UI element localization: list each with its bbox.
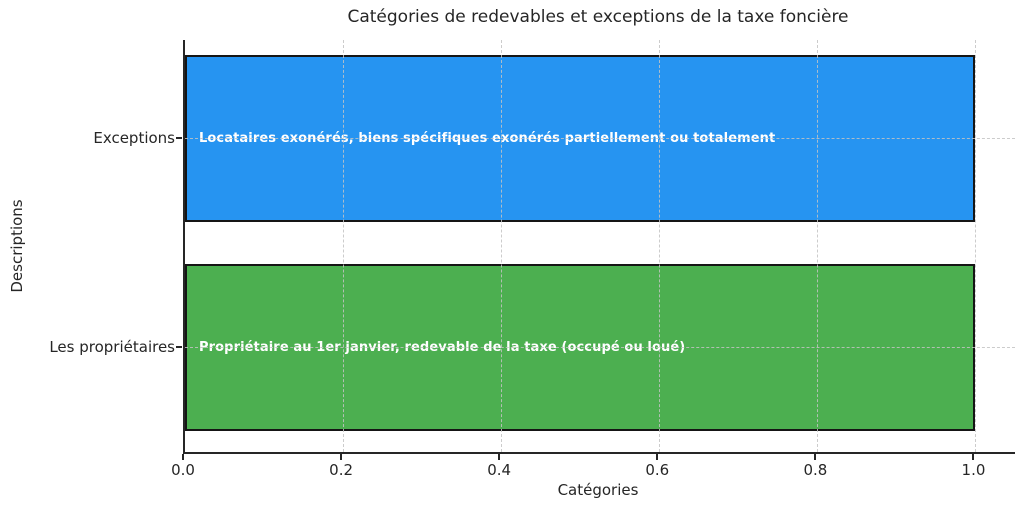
bar-1: Locataires exonérés, biens spécifiques e… — [185, 54, 976, 222]
x-tick-label: 0.4 — [487, 461, 512, 479]
h-gridline — [185, 138, 1015, 140]
v-gridline — [343, 40, 345, 452]
x-tick — [498, 454, 501, 460]
y-tick-label: Exceptions — [93, 129, 175, 148]
x-tick — [972, 454, 975, 460]
x-tick-label: 0.8 — [803, 461, 828, 479]
h-gridline — [185, 347, 1015, 349]
plot-area: Locataires exonérés, biens spécifiques e… — [183, 40, 1015, 454]
y-tick-label: Les propriétaires — [49, 338, 175, 357]
x-tick-label: 0.0 — [171, 461, 195, 479]
bar-2: Propriétaire au 1er janvier, redevable d… — [185, 263, 976, 432]
x-tick-label: 1.0 — [961, 461, 986, 479]
y-tick — [176, 346, 182, 349]
v-gridline — [975, 40, 977, 452]
x-tick — [656, 454, 659, 460]
x-tick — [340, 454, 343, 460]
x-tick — [182, 454, 184, 460]
v-gridline — [817, 40, 819, 452]
x-tick-label: 0.6 — [645, 461, 670, 479]
v-gridline — [659, 40, 661, 452]
y-tick — [176, 137, 182, 140]
chart-title: Catégories de redevables et exceptions d… — [347, 7, 849, 27]
bar-label-2: Propriétaire au 1er janvier, redevable d… — [199, 339, 686, 355]
x-tick — [814, 454, 817, 460]
y-axis-label: Descriptions — [8, 199, 26, 293]
bar-label-1: Locataires exonérés, biens spécifiques e… — [199, 130, 776, 146]
x-tick-label: 0.2 — [329, 461, 354, 479]
x-axis-label: Catégories — [557, 481, 639, 499]
v-gridline — [501, 40, 503, 452]
